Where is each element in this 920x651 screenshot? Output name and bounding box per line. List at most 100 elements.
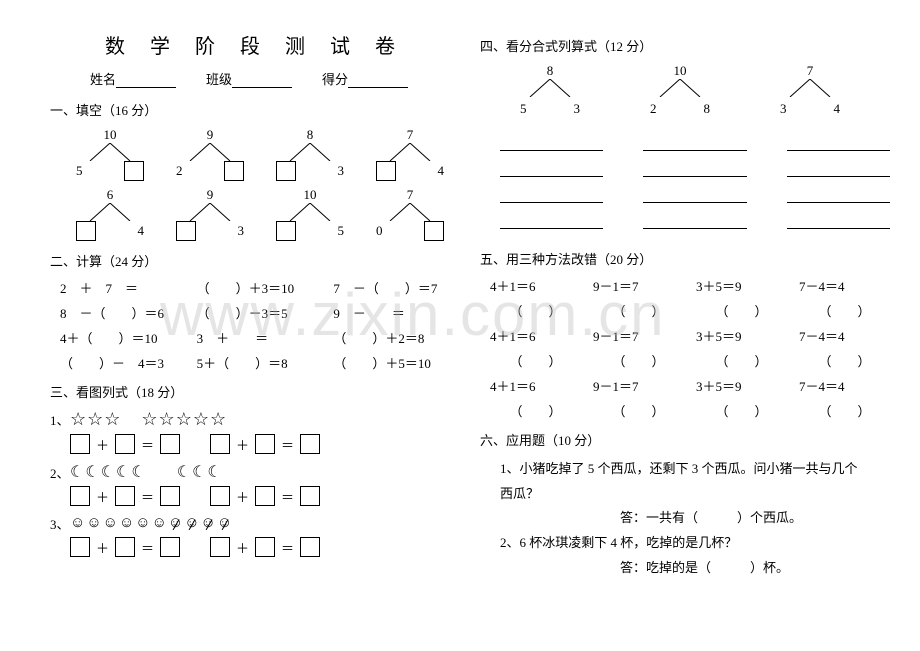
- section-5: 五、用三种方法改错（20 分） 4＋1＝69－1＝73＋5＝97－4＝4 （ ）…: [480, 249, 890, 420]
- paren-blank: （ ）: [799, 301, 890, 320]
- answer-box: [70, 537, 90, 557]
- face-group: ☺☺☺☺☺☺☺☺☺☺: [70, 515, 233, 532]
- tree-row-1: 10 5 9 2 8 3 7 4: [70, 127, 460, 181]
- tree-right: 3: [574, 101, 581, 117]
- answer-box: [124, 161, 144, 181]
- tree-left: 2: [650, 101, 657, 117]
- section-3: 三、看图列式（18 分） 1、 ☆☆☆ ☆☆☆☆☆ ＋＝ ＋＝ 2、 ☾☾☾☾☾…: [50, 382, 460, 557]
- answer-box: [70, 486, 90, 506]
- answer-box: [210, 486, 230, 506]
- score-blank: [348, 74, 408, 88]
- tree-row-2: 6 4 9 3 10 5 7 0: [70, 187, 460, 241]
- err-eq: 9－1＝7: [593, 276, 684, 295]
- calc-cell: （ ）＋3＝10: [197, 278, 324, 297]
- split-tree: 8 5 3: [510, 63, 590, 117]
- paren-blank: （ ）: [490, 351, 581, 370]
- section-4-title: 四、看分合式列算式（12 分）: [480, 36, 890, 55]
- paren-blank: （ ）: [696, 301, 787, 320]
- answer-line: [787, 187, 890, 203]
- name-blank: [116, 74, 176, 88]
- section-2: 二、计算（24 分） 2 ＋ 7 ＝ （ ）＋3＝10 7 －（ ）＝7 8 －…: [50, 251, 460, 372]
- answer-box: [300, 434, 320, 454]
- moon-group: ☾☾☾☾☾: [70, 462, 147, 482]
- section-1: 一、填空（16 分） 10 5 9 2 8 3 7: [50, 100, 460, 241]
- tree-left: 5: [520, 101, 527, 117]
- paren-blank: （ ）: [490, 401, 581, 420]
- tree-right: 4: [138, 223, 145, 239]
- number-tree: 7 4: [370, 127, 450, 181]
- err-eq: 9－1＝7: [593, 326, 684, 345]
- tree-left: 5: [76, 163, 83, 179]
- exam-title: 数 学 阶 段 测 试 卷: [50, 30, 460, 59]
- q1-answer: 答：一共有（ ）个西瓜。: [620, 506, 890, 531]
- err-eq: 3＋5＝9: [696, 326, 787, 345]
- row-number: 1、: [50, 410, 70, 429]
- answer-box: [276, 161, 296, 181]
- class-blank: [232, 74, 292, 88]
- answer-line: [787, 213, 890, 229]
- answer-box: [160, 486, 180, 506]
- split-tree: 10 28: [640, 63, 720, 117]
- moon-group: ☾☾☾: [177, 462, 223, 482]
- tree-top: 7: [370, 127, 450, 143]
- err-eq: 4＋1＝6: [490, 276, 581, 295]
- err-eq: 4＋1＝6: [490, 326, 581, 345]
- calc-cell: 2 ＋ 7 ＝: [60, 278, 187, 297]
- calc-cell: 5＋（ ）＝8: [197, 353, 324, 372]
- calc-cell: 8 －（ ）＝6: [60, 303, 187, 322]
- name-label: 姓名: [90, 69, 116, 88]
- calc-cell: （ ）－ 4＝3: [60, 353, 187, 372]
- tree-right: 4: [438, 163, 445, 179]
- answer-line: [787, 135, 890, 151]
- struck-face: ☺: [217, 515, 233, 532]
- answer-box: [224, 161, 244, 181]
- pict-row-1: 1、 ☆☆☆ ☆☆☆☆☆: [50, 409, 460, 430]
- section-6: 六、应用题（10 分） 1、小猪吃掉了 5 个西瓜，还剩下 3 个西瓜。问小猪一…: [480, 430, 890, 580]
- answer-line: [643, 135, 746, 151]
- answer-line: [500, 161, 603, 177]
- calc-grid: 2 ＋ 7 ＝ （ ）＋3＝10 7 －（ ）＝7 8 －（ ）＝6 （ ）－3…: [60, 278, 460, 372]
- answer-line: [643, 187, 746, 203]
- struck-face: ☺: [184, 515, 200, 532]
- answer-box: [160, 434, 180, 454]
- struck-face: ☺: [168, 515, 184, 532]
- tree-right: 3: [338, 163, 345, 179]
- tree-right: 8: [704, 101, 711, 117]
- tree-right: 3: [238, 223, 245, 239]
- q2-line: 2、6 杯冰琪凌剩下 4 杯，吃掉的是几杯？: [500, 531, 890, 556]
- calc-cell: 4＋（ ）＝10: [60, 328, 187, 347]
- tree-top: 6: [70, 187, 150, 203]
- answer-box: [210, 434, 230, 454]
- tree-top: 10: [270, 187, 350, 203]
- number-tree: 10 5: [70, 127, 150, 181]
- tree-top: 8: [510, 63, 590, 79]
- tree-top: 9: [170, 187, 250, 203]
- tree-right: 4: [834, 101, 841, 117]
- calc-cell: （ ）－3＝5: [197, 303, 324, 322]
- answer-box: [300, 486, 320, 506]
- answer-box: [210, 537, 230, 557]
- section-5-title: 五、用三种方法改错（20 分）: [480, 249, 890, 268]
- answer-line: [500, 135, 603, 151]
- error-grid: 4＋1＝69－1＝73＋5＝97－4＝4 （ ）（ ）（ ）（ ） 4＋1＝69…: [490, 276, 890, 420]
- calc-cell: 9 － ＝: [333, 303, 460, 322]
- right-column: 四、看分合式列算式（12 分） 8 53 10 28 7 34: [470, 30, 900, 631]
- paren-blank: （ ）: [799, 401, 890, 420]
- number-tree: 9 2: [170, 127, 250, 181]
- tree-top: 7: [770, 63, 850, 79]
- tree-top: 9: [170, 127, 250, 143]
- err-eq: 9－1＝7: [593, 376, 684, 395]
- answer-box: [115, 486, 135, 506]
- section-3-title: 三、看图列式（18 分）: [50, 382, 460, 401]
- q1-line-b: 西瓜？: [500, 482, 890, 507]
- number-tree: 9 3: [170, 187, 250, 241]
- left-column: 数 学 阶 段 测 试 卷 姓名 班级 得分 一、填空（16 分） 10 5 9…: [40, 30, 470, 631]
- paren-blank: （ ）: [593, 301, 684, 320]
- tree-top: 10: [70, 127, 150, 143]
- answer-box: [255, 537, 275, 557]
- tree-top: 8: [270, 127, 350, 143]
- answer-box: [115, 537, 135, 557]
- paren-blank: （ ）: [593, 401, 684, 420]
- tree-left: 3: [780, 101, 787, 117]
- number-tree: 10 5: [270, 187, 350, 241]
